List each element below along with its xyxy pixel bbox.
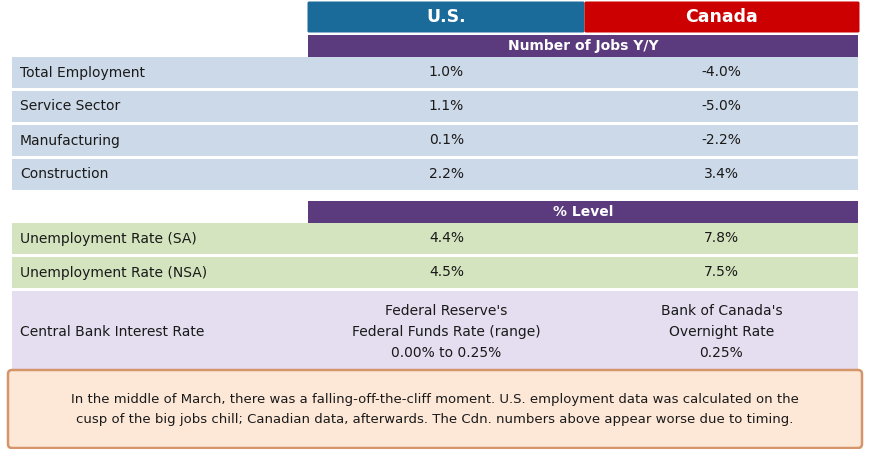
Text: 4.5%: 4.5% bbox=[428, 265, 463, 279]
Text: Manufacturing: Manufacturing bbox=[20, 133, 121, 148]
Bar bbox=[12, 159, 857, 190]
Text: 4.4%: 4.4% bbox=[428, 232, 463, 246]
Text: 1.0%: 1.0% bbox=[428, 66, 463, 79]
Text: Canada: Canada bbox=[685, 8, 757, 26]
Text: Bank of Canada's
Overnight Rate
0.25%: Bank of Canada's Overnight Rate 0.25% bbox=[660, 304, 781, 360]
Bar bbox=[308, 201, 857, 223]
Bar bbox=[12, 125, 857, 156]
Text: 7.8%: 7.8% bbox=[703, 232, 738, 246]
Text: Total Employment: Total Employment bbox=[20, 66, 145, 79]
FancyBboxPatch shape bbox=[8, 370, 861, 448]
Bar bbox=[308, 35, 857, 57]
Bar bbox=[12, 91, 857, 122]
Text: 3.4%: 3.4% bbox=[703, 167, 738, 181]
Text: % Level: % Level bbox=[552, 205, 613, 219]
Bar bbox=[12, 223, 857, 254]
FancyBboxPatch shape bbox=[584, 1, 859, 32]
Text: -5.0%: -5.0% bbox=[700, 100, 740, 114]
Text: Central Bank Interest Rate: Central Bank Interest Rate bbox=[20, 325, 204, 339]
Text: 7.5%: 7.5% bbox=[703, 265, 738, 279]
Bar bbox=[12, 257, 857, 288]
Text: -4.0%: -4.0% bbox=[700, 66, 740, 79]
Text: -2.2%: -2.2% bbox=[700, 133, 740, 148]
Text: 1.1%: 1.1% bbox=[428, 100, 463, 114]
Text: In the middle of March, there was a falling-off-the-cliff moment. U.S. employmen: In the middle of March, there was a fall… bbox=[71, 392, 798, 426]
Text: 0.1%: 0.1% bbox=[428, 133, 463, 148]
Bar bbox=[12, 57, 857, 88]
Bar bbox=[12, 291, 857, 373]
FancyBboxPatch shape bbox=[307, 1, 584, 32]
Text: 2.2%: 2.2% bbox=[428, 167, 463, 181]
Text: Service Sector: Service Sector bbox=[20, 100, 120, 114]
Text: Construction: Construction bbox=[20, 167, 109, 181]
Text: U.S.: U.S. bbox=[426, 8, 466, 26]
Text: Unemployment Rate (SA): Unemployment Rate (SA) bbox=[20, 232, 196, 246]
Text: Number of Jobs Y/Y: Number of Jobs Y/Y bbox=[507, 39, 658, 53]
Text: Federal Reserve's
Federal Funds Rate (range)
0.00% to 0.25%: Federal Reserve's Federal Funds Rate (ra… bbox=[352, 304, 541, 360]
Text: Unemployment Rate (NSA): Unemployment Rate (NSA) bbox=[20, 265, 207, 279]
